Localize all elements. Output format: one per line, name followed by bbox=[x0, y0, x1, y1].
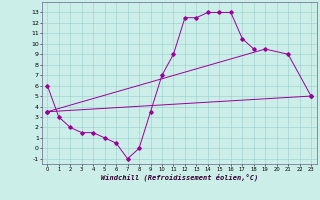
X-axis label: Windchill (Refroidissement éolien,°C): Windchill (Refroidissement éolien,°C) bbox=[100, 173, 258, 181]
